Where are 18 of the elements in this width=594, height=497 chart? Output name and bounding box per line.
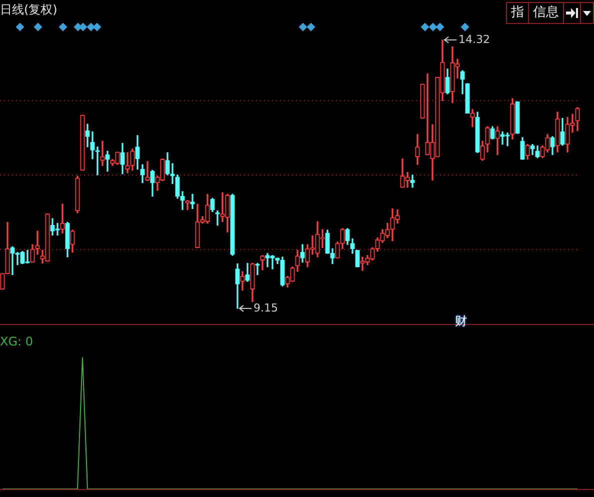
annotation: 14.32 — [458, 32, 490, 46]
text: 指 — [507, 3, 529, 23]
candlestick — [60, 204, 65, 234]
candlestick — [190, 194, 195, 210]
candlestick — [470, 109, 475, 127]
candlestick — [145, 161, 150, 181]
candlestick — [105, 150, 110, 172]
chart-title: XG: 0 — [0, 334, 34, 348]
candlestick — [35, 230, 40, 255]
candlestick — [125, 152, 130, 174]
candlestick — [410, 174, 415, 188]
chart-title: 日线(复权) — [0, 2, 58, 16]
candlestick — [170, 163, 175, 184]
candlestick — [100, 140, 105, 166]
text: 财 — [455, 314, 467, 328]
annotation: 9.15 — [254, 301, 278, 314]
candlestick — [95, 146, 100, 176]
text: 信息 — [529, 3, 564, 23]
